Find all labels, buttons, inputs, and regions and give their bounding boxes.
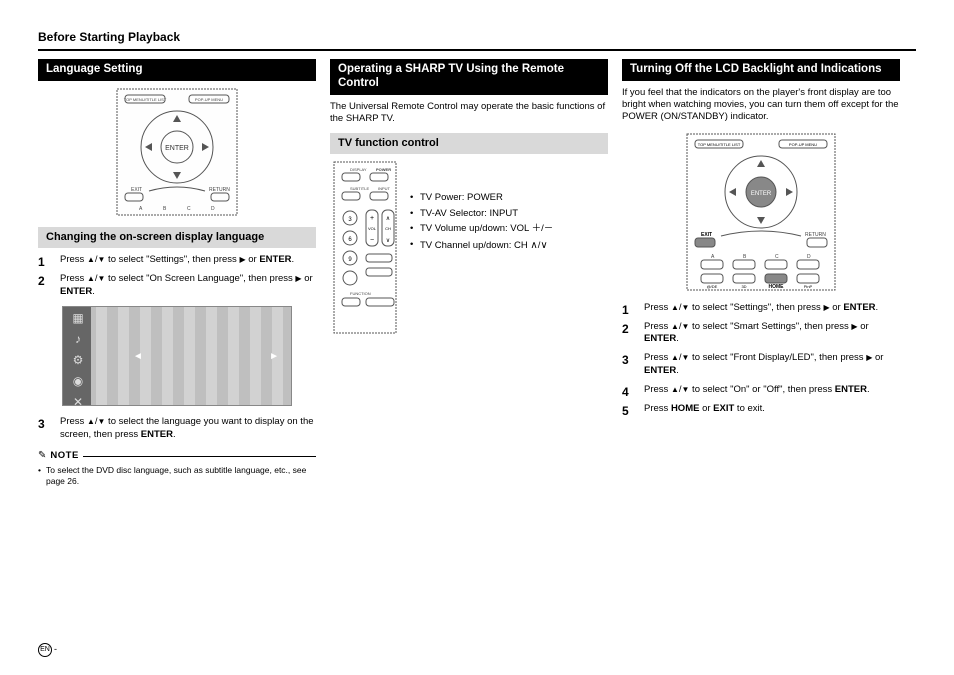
note-text: To select the DVD disc language, such as… [38, 465, 316, 487]
step-item: Press / to select the language you want … [38, 416, 316, 442]
list-item: TV Volume up/down: VOL ＋/－ [410, 223, 553, 235]
arrow-right-icon: ► [269, 351, 279, 364]
triangle-up-icon [671, 352, 679, 363]
columns: Language Setting TOP MENU/TITLE LIST POP… [38, 59, 916, 487]
triangle-up-icon [671, 321, 679, 332]
steps-backlight: Press / to select "Settings", then press… [622, 302, 900, 416]
menu-icon: ⚙ [73, 353, 84, 368]
list-item: TV Power: POWER [410, 192, 553, 204]
step-item: Press / to select "On Screen Language", … [38, 273, 316, 299]
svg-text:D: D [211, 206, 215, 212]
svg-text:FUNCTION: FUNCTION [350, 291, 371, 296]
svg-text:D: D [807, 254, 811, 260]
svg-text:3D: 3D [741, 284, 746, 289]
triangle-right-icon [851, 321, 857, 332]
step-item: Press / to select "Smart Settings", then… [622, 321, 900, 347]
svg-text:RETURN: RETURN [209, 187, 230, 193]
chevron-up-icon [530, 240, 537, 251]
steps-language-2: Press / to select the language you want … [38, 416, 316, 442]
remote-side-illustration: DISPLAY POWER SUBTITLE INPUT 3 6 9 + VOL… [330, 160, 400, 335]
footer-dash: - [54, 644, 57, 655]
menu-icon: ♪ [75, 332, 81, 347]
col-3: Turning Off the LCD Backlight and Indica… [622, 59, 900, 487]
svg-text:C: C [187, 206, 191, 212]
intro-sharp-tv: The Universal Remote Control may operate… [330, 101, 608, 126]
svg-text:C: C [775, 254, 779, 260]
triangle-down-icon [682, 384, 690, 395]
list-item: TV Channel up/down: CH / [410, 239, 553, 252]
svg-text:∧: ∧ [386, 216, 390, 222]
triangle-right-icon [239, 254, 245, 265]
svg-text:RETURN: RETURN [805, 232, 826, 238]
svg-text:POP-UP MENU: POP-UP MENU [789, 142, 817, 147]
lang-indicator: EN [38, 643, 52, 657]
heading-tv-function: TV function control [330, 133, 608, 154]
triangle-up-icon [671, 302, 679, 313]
svg-text:VOL: VOL [368, 226, 377, 231]
menu-icon: ◉ [73, 374, 83, 389]
triangle-up-icon [87, 273, 95, 284]
svg-text:ENTER: ENTER [751, 191, 772, 197]
triangle-up-icon [671, 384, 679, 395]
remote-dpad-illustration-2: TOP MENU/TITLE LIST POP-UP MENU ENTER EX… [671, 132, 851, 292]
arrow-left-icon: ◄ [133, 351, 143, 364]
svg-text:EXIT: EXIT [701, 232, 712, 238]
svg-text:+: + [370, 215, 374, 222]
steps-language-1: Press / to select "Settings", then press… [38, 254, 316, 298]
svg-text:CH: CH [385, 226, 391, 231]
triangle-down-icon [98, 254, 106, 265]
note-icon: ✎ [38, 450, 46, 463]
svg-text:EXIT: EXIT [131, 187, 142, 193]
triangle-right-icon [823, 302, 829, 313]
remote-dpad-illustration: TOP MENU/TITLE LIST POP-UP MENU ENTER EX… [97, 87, 257, 217]
svg-text:INPUT: INPUT [378, 186, 391, 191]
heading-sharp-tv: Operating a SHARP TV Using the Remote Co… [330, 59, 608, 95]
svg-text:POWER: POWER [376, 167, 391, 172]
svg-text:POP-UP MENU: POP-UP MENU [195, 97, 223, 102]
top-rule [38, 49, 916, 51]
svg-text:∨: ∨ [386, 238, 390, 244]
triangle-up-icon [87, 254, 95, 265]
triangle-down-icon [682, 321, 690, 332]
triangle-down-icon [98, 416, 106, 427]
on-screen-menu-screenshot: ▦ ♪ ⚙ ◉ ✕ ◄ ► [62, 306, 292, 406]
step-item: Press HOME or EXIT to exit. [622, 403, 900, 416]
svg-text:SUBTITLE: SUBTITLE [350, 186, 369, 191]
step-item: Press / to select "Settings", then press… [622, 302, 900, 315]
step-item: Press / to select "On" or "Off", then pr… [622, 384, 900, 397]
svg-text:ENTER: ENTER [165, 145, 189, 152]
heading-language-setting: Language Setting [38, 59, 316, 81]
svg-text:@/DE: @/DE [707, 284, 718, 289]
triangle-down-icon [98, 273, 106, 284]
triangle-down-icon [682, 302, 690, 313]
intro-backlight: If you feel that the indicators on the p… [622, 87, 900, 124]
svg-text:DISPLAY: DISPLAY [350, 167, 367, 172]
triangle-right-icon [866, 352, 872, 363]
triangle-down-icon [682, 352, 690, 363]
triangle-up-icon [87, 416, 95, 427]
step-item: Press / to select "Settings", then press… [38, 254, 316, 267]
step-item: Press / to select "Front Display/LED", t… [622, 352, 900, 378]
col-2: Operating a SHARP TV Using the Remote Co… [330, 59, 608, 487]
page-title: Before Starting Playback [38, 30, 916, 45]
menu-icon: ▦ [72, 311, 83, 326]
svg-text:PinP: PinP [804, 284, 813, 289]
chevron-down-icon [540, 240, 547, 251]
svg-text:HOME: HOME [769, 284, 785, 290]
note-header: ✎ NOTE [38, 450, 316, 463]
tv-function-list: TV Power: POWER TV-AV Selector: INPUT TV… [410, 192, 553, 254]
page-footer: EN - [38, 643, 57, 657]
menu-icon: ✕ [73, 395, 83, 410]
svg-text:TOP MENU/TITLE LIST: TOP MENU/TITLE LIST [124, 97, 167, 102]
heading-backlight: Turning Off the LCD Backlight and Indica… [622, 59, 900, 81]
list-item: TV-AV Selector: INPUT [410, 208, 553, 220]
col-1: Language Setting TOP MENU/TITLE LIST POP… [38, 59, 316, 487]
note-label: NOTE [50, 450, 78, 462]
heading-change-language: Changing the on-screen display language [38, 227, 316, 248]
svg-text:−: − [370, 237, 374, 244]
triangle-right-icon [295, 273, 301, 284]
svg-text:TOP MENU/TITLE LIST: TOP MENU/TITLE LIST [698, 142, 741, 147]
